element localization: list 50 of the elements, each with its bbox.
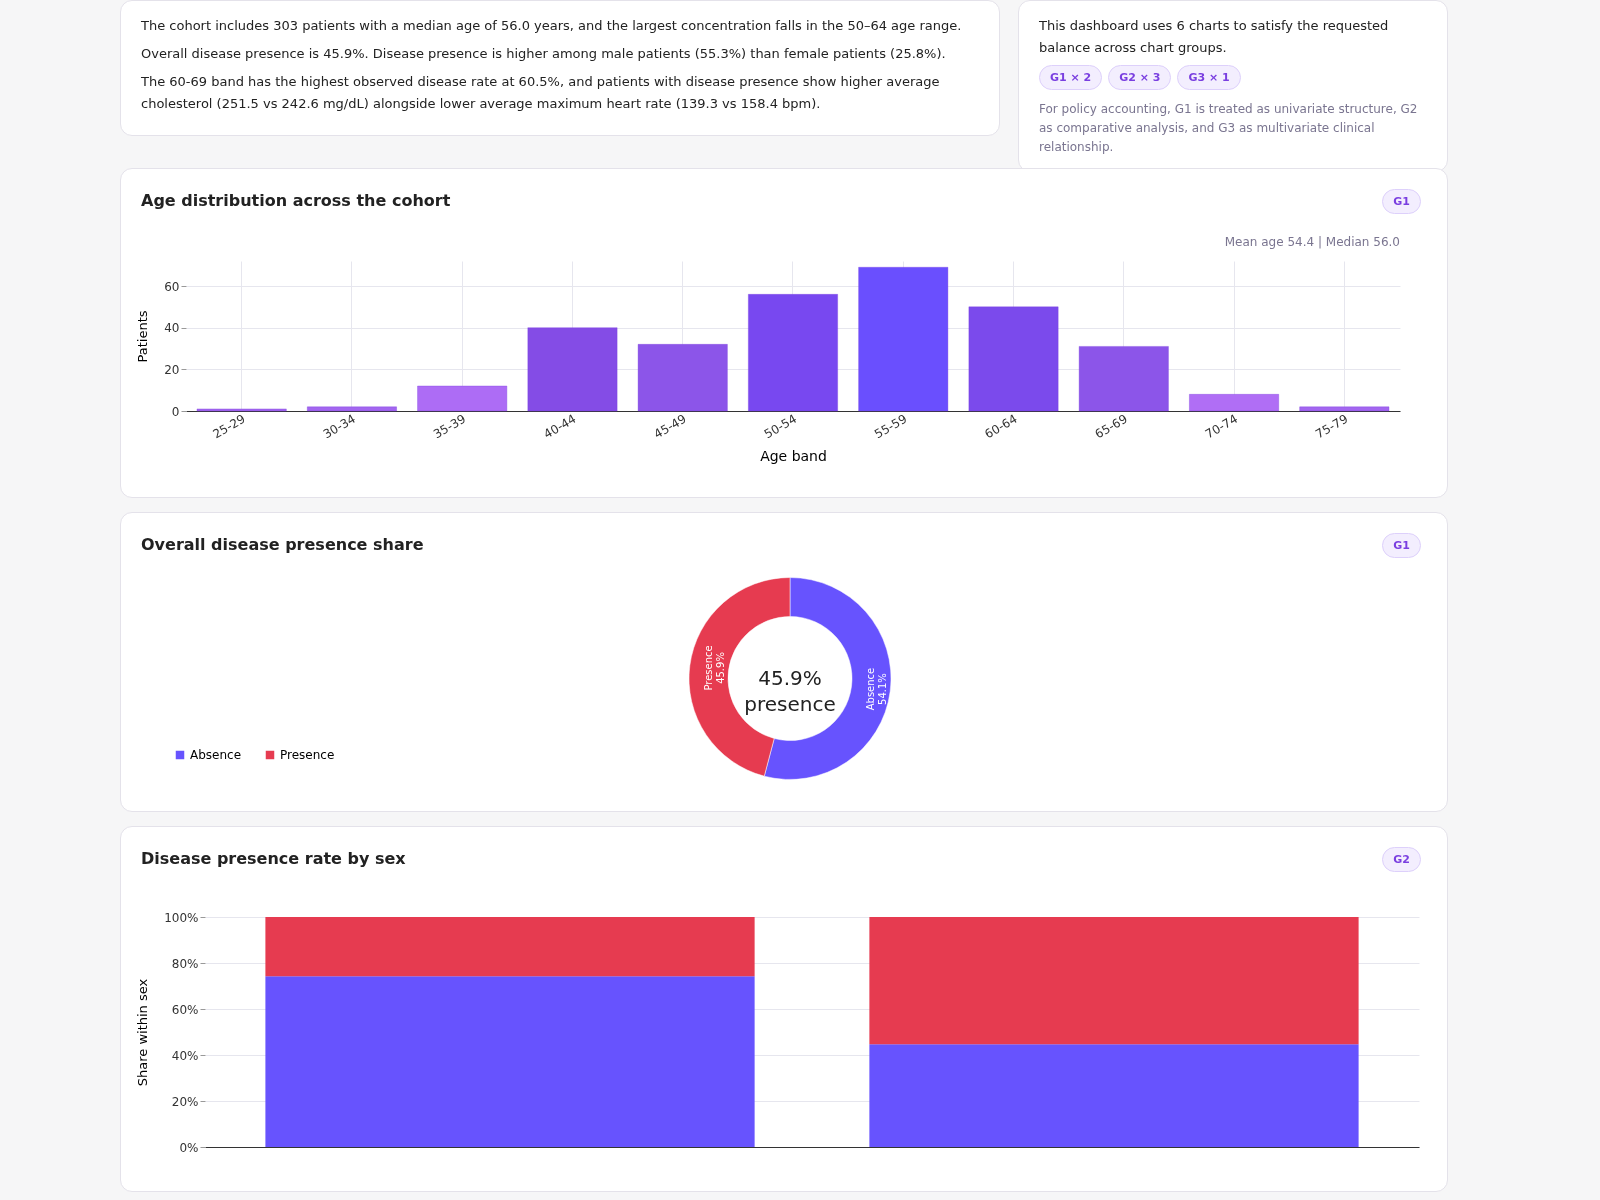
text: Overall disease presence is 45.9%. Disease presence is higher among male patients (55.3%) than female patients (25.8%). [141,45,947,63]
bar [527,327,618,412]
slice-label: Absence [865,667,877,711]
y-axis-title: Share within sex [135,978,151,1087]
y-tick-label: 20% [171,1094,199,1109]
y-tick-label: 0 [171,404,180,419]
bar [1189,394,1280,412]
data-label: 45.9% [714,652,726,684]
bar [265,917,755,977]
legend-label: Absence [190,748,242,762]
bar [417,385,508,412]
bar [869,1044,1359,1147]
y-tick-label: 100% [164,910,199,925]
data-label: 54.1% [877,673,889,705]
y-tick-label: 60% [171,1002,199,1017]
bar [196,408,287,412]
chart-title: Overall disease presence share [141,535,424,554]
text: G1 [1382,533,1421,558]
text: Mean age 54.4 | Median 56.0 [1224,235,1400,249]
x-axis-title: Age band [760,448,827,465]
y-tick-label: 80% [171,956,199,971]
bar [1078,346,1169,412]
bar [968,306,1059,412]
text: 45.9% presence [744,665,836,716]
bar [306,406,397,412]
y-tick-label: 60 [164,279,180,294]
text: For policy accounting, G1 is treated as univariate structure, G2 as comparative analysis, and G3 as multivariate clinical relationship. [1039,101,1419,156]
slice-label: Presence [702,645,714,691]
bar [265,976,755,1147]
bar [869,917,1359,1045]
text: G2 [1382,847,1421,872]
y-tick-label: 20 [164,362,180,377]
y-tick-label: 0% [179,1140,199,1155]
text: G1 [1382,189,1421,214]
text: This dashboard uses 6 charts to satisfy the requested balance across chart groups. [1039,17,1390,57]
y-tick-label: 40 [164,321,180,336]
text: G2 × 3 [1108,65,1172,90]
legend-label: Presence [280,748,335,762]
text: The cohort includes 303 patients with a median age of 56.0 years, and the largest concentration falls in the 50–64 age range. [141,17,963,35]
bar [748,294,838,412]
text: The 60-69 band has the highest observed disease rate at 60.5%, and patients with disease presence show higher average cholesterol (251.5 vs 242.6 mg/dL) alongside lower average maximum heart rate (139.3 vs 158.4 bpm). [141,73,941,113]
y-axis-title: Patients [135,310,151,363]
text: G1 × 2 [1039,65,1103,90]
bar [858,266,949,412]
bar [637,344,728,412]
y-tick-label: 40% [171,1048,199,1063]
text: G3 × 1 [1177,65,1241,90]
chart-title: Disease presence rate by sex [141,849,406,868]
bar [1299,406,1390,412]
chart-title: Age distribution across the cohort [141,191,451,210]
